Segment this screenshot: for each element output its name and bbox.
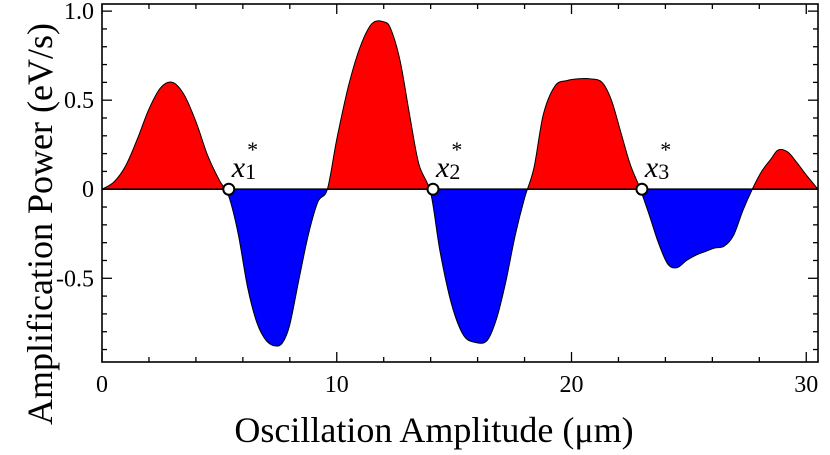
y-tick-label: 0: [82, 177, 94, 203]
x-tick-label: 30: [794, 372, 818, 398]
x-tick-label: 10: [325, 372, 349, 398]
root-marker: [426, 182, 440, 196]
chart-curve: [102, 20, 818, 347]
x-tick-label: 20: [560, 372, 584, 398]
y-tick-label: 1.0: [64, 0, 94, 25]
root-label-superscript: *: [660, 137, 671, 162]
axis-ticks: [101, 4, 818, 362]
y-tick-label: 0.5: [64, 88, 94, 114]
root-marker: [222, 182, 236, 196]
tick-labels: 0 10 20 30 1.0 0.5 0 -0.5: [56, 0, 818, 398]
root-label: x3*: [644, 137, 671, 184]
root-markers: x1*x2*x3*: [222, 137, 671, 196]
negative-region: [225, 189, 753, 347]
root-label: x2*: [435, 137, 462, 184]
y-tick-label: -0.5: [56, 266, 94, 292]
plot-border: [101, 3, 819, 363]
x-tick-label: 0: [96, 372, 108, 398]
positive-region: [102, 20, 818, 190]
root-label-base: x: [435, 151, 450, 184]
root-label-superscript: *: [247, 137, 258, 162]
root-label-superscript: *: [451, 137, 462, 162]
x-axis-title: Oscillation Amplitude (μm): [234, 410, 633, 450]
plot-frame: [101, 3, 819, 363]
root-marker: [635, 182, 649, 196]
root-label-base: x: [644, 151, 659, 184]
chart-fills: [102, 20, 818, 347]
series-line: [102, 20, 818, 347]
y-axis-title: Amplification Power (eV/s): [20, 23, 60, 425]
root-label-subscript: 1: [245, 159, 256, 184]
root-label: x1*: [231, 137, 258, 184]
positive-area: [102, 20, 818, 190]
root-label-subscript: 2: [449, 159, 460, 184]
root-label-subscript: 3: [658, 159, 669, 184]
negative-area: [225, 189, 753, 347]
root-label-base: x: [231, 151, 246, 184]
